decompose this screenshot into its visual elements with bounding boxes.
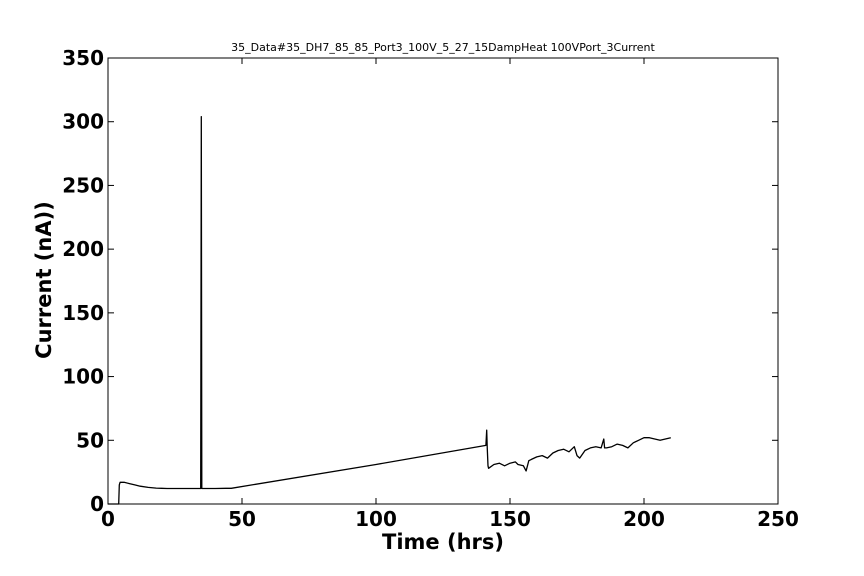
x-axis-label: Time (hrs)	[382, 530, 504, 554]
x-tick-label: 50	[228, 507, 256, 531]
y-tick-label: 300	[62, 110, 104, 134]
x-tick-label: 200	[623, 507, 665, 531]
chart-title: 35_Data#35_DH7_85_85_Port3_100V_5_27_15D…	[231, 41, 655, 54]
y-tick-label: 150	[62, 301, 104, 325]
y-tick-label: 100	[62, 365, 104, 389]
x-tick-label: 250	[757, 507, 799, 531]
axis-ticks: 0 50 100 150 200 250 0 50 100 150 200 250 300 350	[62, 46, 799, 531]
x-tick-label: 0	[101, 507, 115, 531]
plot-frame	[107, 57, 779, 505]
x-tick-label: 100	[355, 507, 397, 531]
y-tick-label: 200	[62, 237, 104, 261]
y-axis-label: Current (nA))	[32, 201, 56, 359]
x-tick-label: 150	[489, 507, 531, 531]
y-tick-label: 250	[62, 173, 104, 197]
y-tick-label: 350	[62, 46, 104, 70]
series-line-current	[108, 115, 671, 505]
y-tick-label: 0	[90, 492, 104, 516]
y-tick-label: 50	[76, 428, 104, 452]
